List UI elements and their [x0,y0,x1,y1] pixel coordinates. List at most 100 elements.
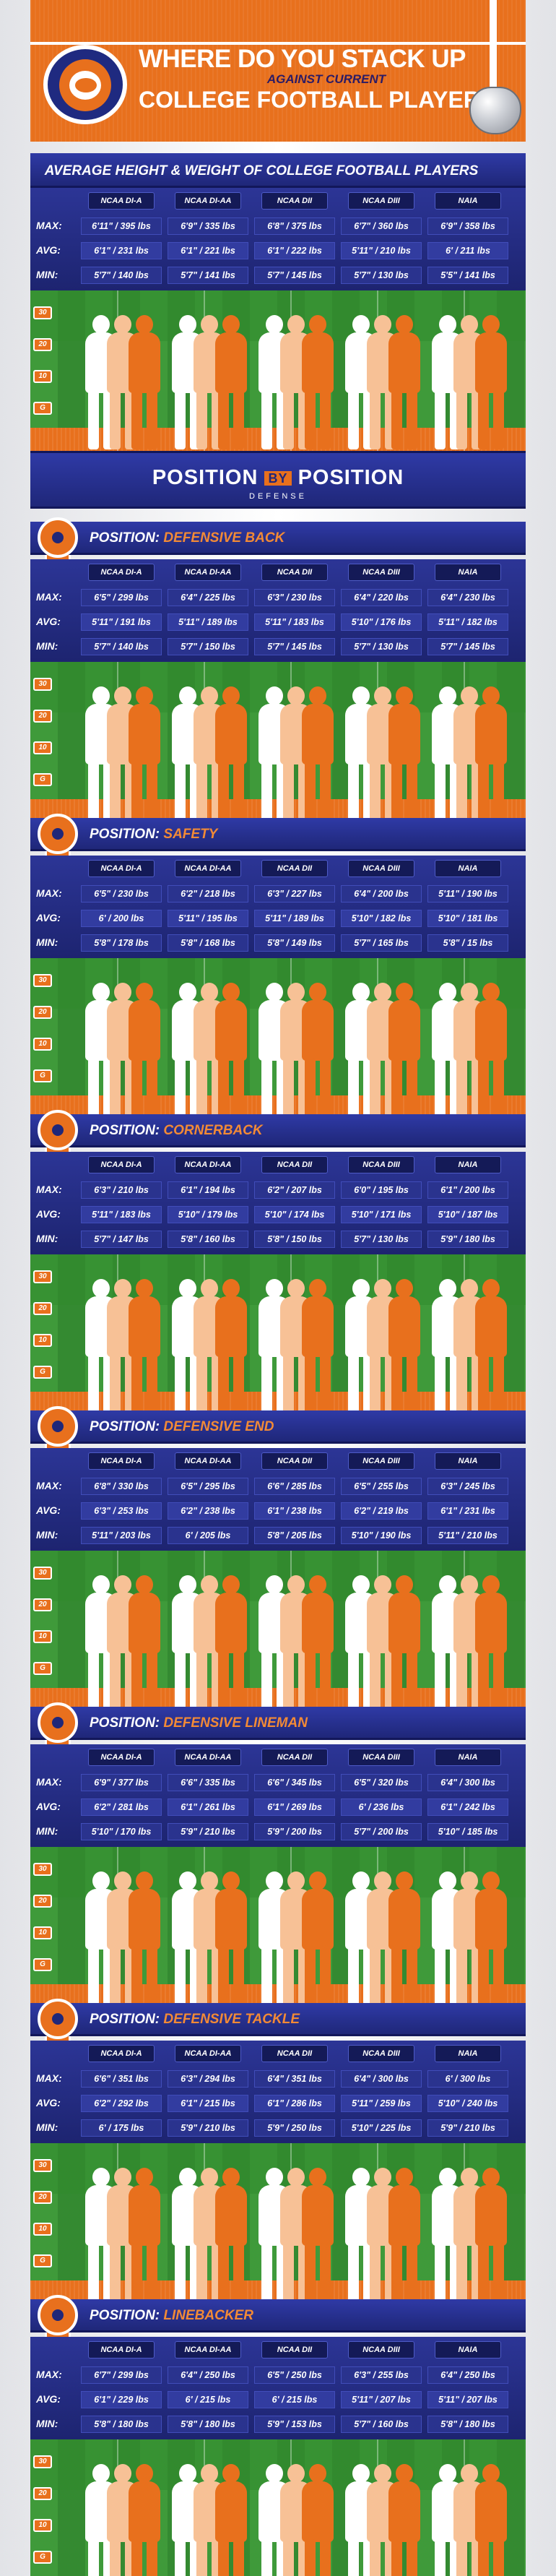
player-leg-r [407,762,417,821]
player-leg-l [175,2539,186,2576]
player-head [266,1575,283,1594]
player-body [215,1593,247,1653]
title-line-1: WHERE DO YOU STACK UP [139,45,466,73]
player-head [201,2464,218,2483]
stats-row-avg: AVG: 6'2" / 281 lbs 6'1" / 261 lbs 6'1" / 2… [30,1795,526,1819]
stats-table: NCAA DI-A NCAA DI-AA NCAA DII NCAA DIII NAIA… [30,2337,526,2439]
position-header: POSITION: DEFENSIVE BACK [30,517,526,558]
stats-table: NCAA DI-A NCAA DI-AA NCAA DII NCAA DIII NAIA… [30,1152,526,1254]
player-body [302,704,334,764]
player-leg-l [261,2243,272,2302]
stat-cell: 5'9" / 250 lbs [254,2119,335,2137]
stats-row-min: MIN: 5'8" / 180 lbs 5'8" / 180 lbs 5'9" / 1… [30,2412,526,2437]
stat-cell: 6'9" / 335 lbs [168,217,248,235]
player-leg-l [196,1354,207,1413]
yard-marker: 20 [33,1302,52,1315]
stat-cell: 6' / 236 lbs [341,1799,422,1816]
stat-cell: 6'2" / 207 lbs [254,1181,335,1199]
stat-cell: 6'7" / 360 lbs [341,217,422,235]
player-head [136,2464,153,2483]
player-silhouette-icon [212,2168,250,2302]
badge-dot [52,1421,64,1432]
player-head [461,1575,478,1594]
position-name: LINEBACKER [163,2308,253,2323]
player-head [222,983,240,1001]
player-leg-l [110,1947,121,2006]
player-leg-l [110,1354,121,1413]
stat-cell: 6' / 300 lbs [427,2070,508,2088]
division-logos-row: NCAA DI-A NCAA DI-AA NCAA DII NCAA DIII NAIA [30,856,526,880]
player-leg-l [283,390,294,449]
player-leg-l [478,2243,489,2302]
player-head [352,2168,370,2187]
yard-marker: 20 [33,710,52,723]
player-head [352,1871,370,1890]
player-leg-l [175,1354,186,1413]
stats-row-min: MIN: 5'11" / 203 lbs 6' / 205 lbs 5'8" / 20… [30,1523,526,1548]
stat-cell: 5'7" / 150 lbs [168,638,248,655]
stat-cell: 6'4" / 200 lbs [341,885,422,903]
division-logo: NAIA [435,1749,501,1766]
stat-cell: 6'1" / 269 lbs [254,1799,335,1816]
player-leg-l [478,1947,489,2006]
player-leg-l [305,762,316,821]
row-label-avg: AVG: [36,2097,61,2108]
pbp-subtitle: DEFENSE [249,492,307,501]
player-body [129,2481,160,2542]
player-head [374,983,391,1001]
player-leg-r [493,2243,504,2302]
row-label-max: MAX: [36,1480,62,1491]
player-leg-r [493,2539,504,2576]
stat-cell: 5'10" / 181 lbs [427,910,508,927]
position-header: POSITION: LINEBACKER [30,2295,526,2335]
stats-row-max: MAX: 6'5" / 299 lbs 6'4" / 225 lbs 6'3" / 2… [30,585,526,610]
player-head [92,1871,110,1890]
player-head [439,2168,456,2187]
division-logo: NCAA DI-AA [175,1156,241,1173]
division-logos-row: NCAA DI-A NCAA DI-AA NCAA DII NCAA DIII NAIA [30,188,526,212]
title-line-3: COLLEGE FOOTBALL PLAYERS? [139,87,510,113]
player-head [266,1279,283,1298]
stat-cell: 6' / 175 lbs [81,2119,162,2137]
player-silhouette-icon [472,983,510,1117]
player-head [482,686,500,705]
player-head [179,1871,196,1890]
stat-cell: 6'6" / 351 lbs [81,2070,162,2088]
stats-row-max: MAX: 6'3" / 210 lbs 6'1" / 194 lbs 6'2" / 2… [30,1178,526,1202]
stats-row-min: MIN: 5'10" / 170 lbs 5'9" / 210 lbs 5'9" / … [30,1819,526,1844]
player-leg-l [131,390,142,449]
player-silhouette-icon [472,315,510,449]
player-leg-l [456,1058,467,1117]
player-leg-r [320,762,331,821]
stat-cell: 6'1" / 231 lbs [81,242,162,259]
yard-marker: 20 [33,2487,52,2500]
player-leg-l [478,1354,489,1413]
stat-cell: 6'4" / 250 lbs [168,2366,248,2384]
player-body [129,1593,160,1653]
division-logo: NCAA DI-AA [175,564,241,581]
yard-marker: G [33,1958,52,1971]
player-leg-l [131,762,142,821]
player-leg-l [196,2243,207,2302]
stat-cell: 6'5" / 295 lbs [168,1478,248,1495]
player-head [92,2464,110,2483]
stat-cell: 5'10" / 179 lbs [168,1206,248,1223]
stat-cell: 6'5" / 320 lbs [341,1774,422,1791]
player-leg-l [110,2539,121,2576]
player-head [179,2168,196,2187]
row-label-avg: AVG: [36,1504,61,1516]
stats-row-max: MAX: 6'9" / 377 lbs 6'6" / 335 lbs 6'6" / 3… [30,1770,526,1795]
player-silhouette-icon [386,1871,423,2006]
player-body [388,2481,420,2542]
player-leg-l [370,1947,381,2006]
stat-cell: 6'7" / 299 lbs [81,2366,162,2384]
badge-dot [52,2013,64,2025]
player-leg-l [283,2539,294,2576]
row-label-min: MIN: [36,936,58,948]
stat-cell: 5'8" / 149 lbs [254,934,335,952]
player-leg-l [261,762,272,821]
player-silhouette-icon [212,1871,250,2006]
player-head [179,1575,196,1594]
player-head [201,983,218,1001]
player-leg-l [175,1650,186,1710]
